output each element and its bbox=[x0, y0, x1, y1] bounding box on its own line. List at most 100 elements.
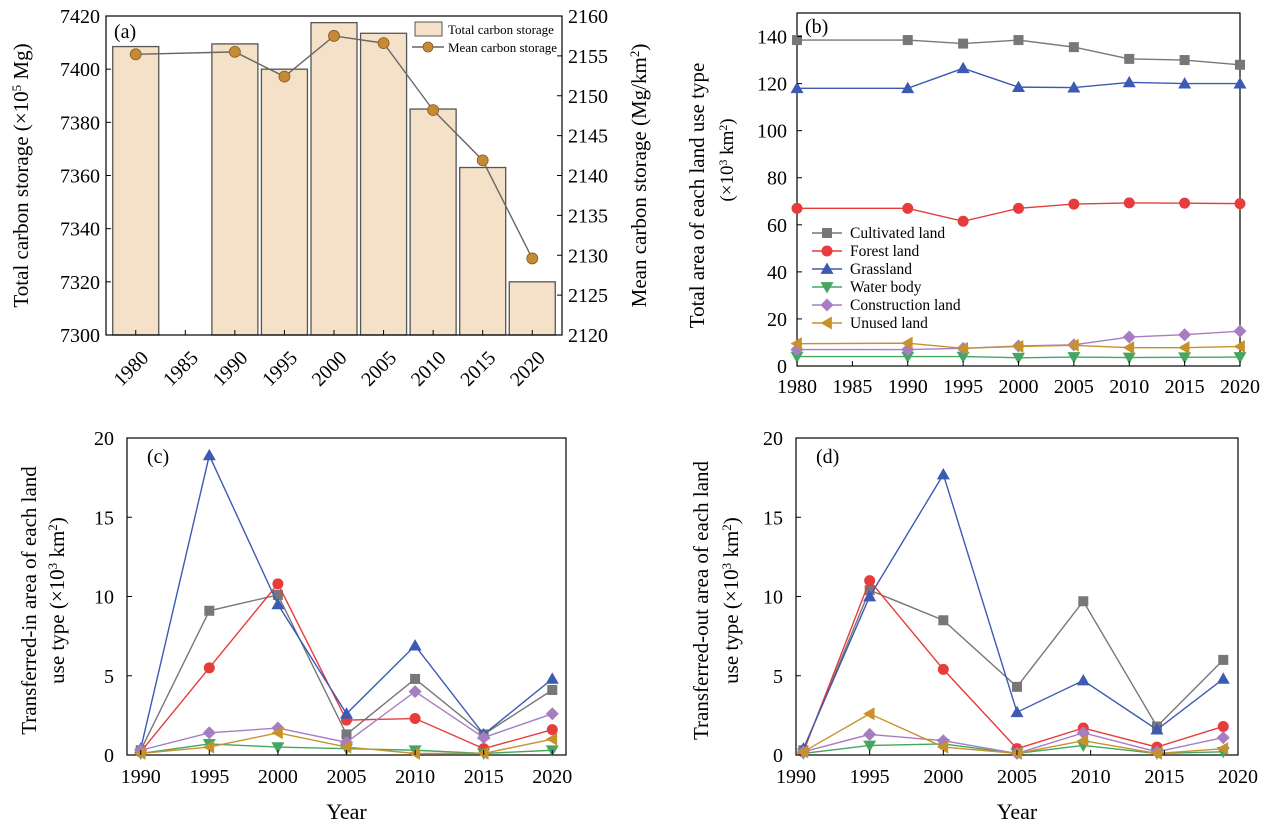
bar bbox=[310, 21, 358, 336]
data-point bbox=[203, 662, 215, 674]
data-point bbox=[340, 740, 352, 754]
x-tick-label: 2010 bbox=[407, 347, 451, 391]
data-point bbox=[1150, 746, 1162, 760]
data-point bbox=[1010, 705, 1024, 718]
y-tick-label: 7300 bbox=[60, 325, 100, 347]
series-line bbox=[797, 39, 1241, 66]
data-point bbox=[134, 746, 146, 760]
series-line bbox=[797, 355, 1241, 359]
data-point bbox=[408, 746, 420, 760]
x-tick-label: 1980 bbox=[777, 376, 817, 398]
data-point bbox=[1067, 352, 1081, 364]
data-point bbox=[1068, 42, 1079, 53]
data-point bbox=[1076, 734, 1089, 748]
mean-carbon-point bbox=[476, 154, 489, 167]
data-point bbox=[1178, 341, 1190, 355]
panel-label: (d) bbox=[816, 446, 839, 468]
legend-label: Cultivated land bbox=[850, 225, 945, 242]
y-tick-label: 80 bbox=[767, 168, 787, 190]
data-point bbox=[1233, 339, 1245, 353]
data-point bbox=[863, 727, 877, 741]
data-point bbox=[1078, 596, 1089, 607]
data-point bbox=[545, 732, 558, 746]
y-tick-label: 10 bbox=[94, 587, 114, 609]
y-tick-label: 20 bbox=[767, 309, 787, 331]
data-point bbox=[1234, 198, 1246, 210]
bar bbox=[112, 45, 160, 336]
legend-swatch-marker bbox=[822, 228, 832, 238]
y2-axis-title: Mean carbon storage (Mg/km2) bbox=[627, 44, 652, 308]
x-tick-label: 1985 bbox=[159, 347, 203, 391]
data-point bbox=[545, 672, 559, 684]
data-point bbox=[937, 663, 949, 675]
y-tick-label: 5 bbox=[104, 666, 114, 688]
y-tick-label: 20 bbox=[763, 428, 783, 450]
bar bbox=[359, 32, 408, 336]
data-point bbox=[956, 351, 970, 364]
x-tick-label: 2020 bbox=[506, 347, 550, 391]
bar bbox=[508, 281, 556, 336]
data-point bbox=[546, 724, 558, 736]
data-point bbox=[792, 35, 802, 46]
data-point bbox=[1067, 81, 1081, 93]
data-point bbox=[1178, 352, 1192, 364]
y-tick-label: 60 bbox=[767, 215, 787, 237]
bar bbox=[409, 108, 457, 336]
y-tick-label: 100 bbox=[757, 121, 787, 143]
x-axis-title: Year bbox=[326, 799, 367, 824]
x-tick-label: 2015 bbox=[456, 347, 500, 391]
y-tick-label: 7320 bbox=[60, 272, 100, 294]
y-axis-unit: use type (×103 km2) bbox=[719, 517, 744, 684]
x-tick-label: 1995 bbox=[850, 766, 890, 788]
data-point bbox=[340, 707, 353, 719]
data-point bbox=[1217, 720, 1229, 732]
panel-label: (b) bbox=[805, 16, 828, 38]
x-tick-label: 2015 bbox=[1144, 766, 1184, 788]
x-tick-label: 2020 bbox=[1220, 376, 1260, 398]
legend-label: Water body bbox=[850, 279, 922, 296]
data-point bbox=[1122, 352, 1136, 365]
data-point bbox=[409, 713, 421, 725]
y2-tick-label: 2130 bbox=[568, 245, 608, 267]
data-point bbox=[956, 61, 970, 74]
y2-tick-label: 2140 bbox=[568, 166, 608, 188]
x-tick-label: 1995 bbox=[943, 376, 983, 398]
data-point bbox=[790, 351, 804, 364]
panel-label: (c) bbox=[147, 446, 169, 468]
data-point bbox=[1067, 338, 1079, 352]
data-point bbox=[202, 726, 216, 740]
data-point bbox=[901, 81, 915, 94]
data-point bbox=[1012, 80, 1025, 93]
data-point bbox=[791, 202, 803, 214]
y-tick-label: 7340 bbox=[60, 219, 100, 241]
data-point bbox=[477, 746, 489, 760]
data-point bbox=[796, 745, 809, 759]
y-tick-label: 0 bbox=[773, 745, 783, 767]
data-point bbox=[202, 740, 215, 754]
x-tick-label: 2005 bbox=[997, 766, 1037, 788]
data-point bbox=[902, 202, 914, 214]
data-point bbox=[1218, 654, 1229, 665]
bar bbox=[260, 68, 309, 336]
y2-tick-label: 2120 bbox=[568, 325, 608, 347]
y-axis-title: Transferred-in area of each land bbox=[17, 466, 41, 735]
data-point bbox=[272, 589, 283, 600]
data-point bbox=[341, 729, 352, 740]
bar bbox=[459, 166, 507, 336]
panel-b: 0 20 40 60 80 100 120 140 1980 1985 1990 1995 2000 20… bbox=[685, 12, 1260, 398]
mean-carbon-point bbox=[228, 45, 241, 58]
data-point bbox=[1150, 723, 1164, 735]
y-tick-label: 120 bbox=[757, 74, 787, 96]
data-point bbox=[477, 731, 491, 745]
y-tick-label: 7380 bbox=[60, 112, 100, 134]
x-tick-label: 2000 bbox=[258, 766, 298, 788]
panel-a: 7300 7320 7340 7360 7380 7400 7420 2120 2125 2130… bbox=[9, 6, 652, 391]
data-point bbox=[1013, 35, 1024, 46]
data-point bbox=[272, 578, 284, 590]
data-point bbox=[1179, 55, 1190, 66]
legend-label: Grassland bbox=[850, 261, 912, 278]
legend-label: Forest land bbox=[850, 243, 920, 260]
data-point bbox=[1179, 197, 1191, 209]
